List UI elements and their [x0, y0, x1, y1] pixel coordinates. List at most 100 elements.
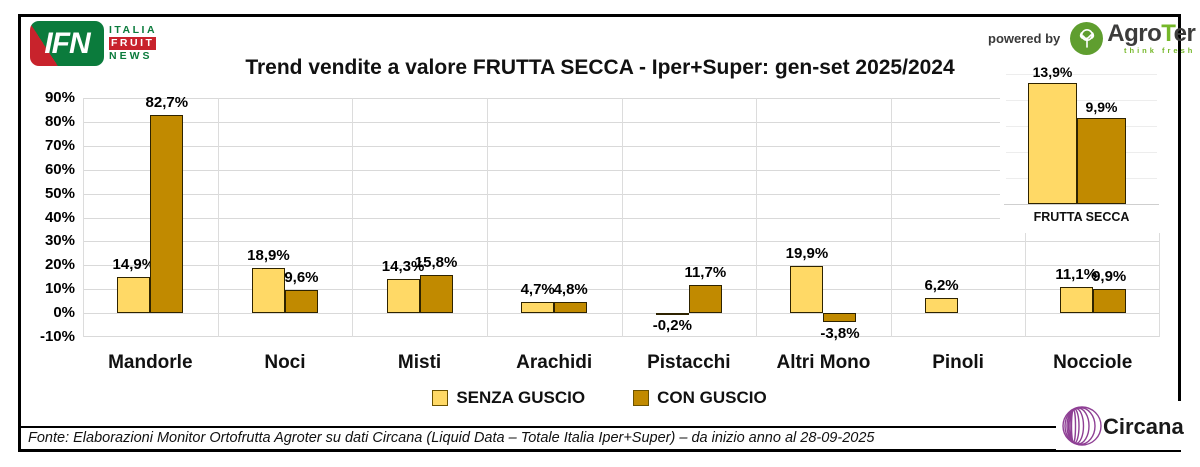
legend-label-senza-guscio: SENZA GUSCIO — [456, 388, 586, 407]
gridline-horizontal — [83, 241, 1160, 243]
bar-value-label: 11,1% — [1055, 265, 1098, 283]
inset-caption: FRUTTA SECCA — [1033, 210, 1130, 224]
circana-logo: Circana. — [1056, 401, 1184, 450]
ifn-line-italia: ITALIA — [109, 23, 158, 36]
gridline-horizontal — [83, 313, 1160, 315]
powered-by-block: powered by AgroTer think fresh — [988, 20, 1196, 56]
gridline-vertical — [83, 98, 84, 337]
gridline-horizontal — [83, 265, 1160, 267]
bar-con-guscio — [1092, 289, 1126, 314]
y-axis-tick-label: 30% — [44, 232, 75, 250]
ifn-logo: IFN ITALIA FRUIT NEWS — [30, 21, 157, 66]
powered-by-label: powered by — [988, 31, 1061, 46]
legend-item-con-guscio: CON GUSCIO — [633, 388, 767, 408]
inset-chart-frutta-secca: 13,9% 9,9% FRUTTA SECCA — [1000, 60, 1163, 233]
bar-con-guscio — [688, 285, 722, 314]
gridline-vertical — [352, 98, 353, 337]
bar-senza-guscio — [521, 301, 555, 314]
bar-senza-guscio — [655, 313, 689, 316]
bar-value-label: 9,9% — [1092, 268, 1127, 286]
category-label: Altri Mono — [776, 352, 871, 373]
ifn-wordmark: ITALIA FRUIT NEWS — [109, 23, 158, 62]
chart-title: Trend vendite a valore FRUTTA SECCA - Ip… — [245, 56, 955, 79]
gridline-horizontal — [83, 121, 1160, 123]
gridline-vertical — [218, 98, 219, 337]
circana-name: Circana — [1103, 414, 1184, 439]
category-label: Pistacchi — [647, 352, 731, 373]
inset-baseline — [1004, 204, 1159, 205]
gridline-vertical — [891, 98, 892, 337]
inset-bar-con-guscio — [1077, 117, 1126, 204]
bar-value-label: 14,9% — [112, 256, 156, 274]
legend-swatch-senza-guscio — [432, 390, 449, 406]
bar-value-label: 4,8% — [553, 280, 588, 298]
legend-swatch-con-guscio — [633, 390, 650, 406]
chart-legend: SENZA GUSCIO CON GUSCIO — [18, 388, 1181, 408]
bar-value-label: 9,6% — [284, 269, 319, 287]
bar-con-guscio — [419, 275, 453, 314]
bar-value-label: 15,8% — [414, 254, 458, 272]
bar-senza-guscio — [790, 265, 824, 314]
bar-con-guscio — [150, 115, 184, 314]
y-axis-tick-label: 0% — [53, 304, 75, 322]
inset-bar-value-label: 9,9% — [1085, 98, 1118, 115]
bar-value-label: 6,2% — [924, 277, 959, 295]
gridline-horizontal — [83, 336, 1160, 337]
gridline-horizontal — [83, 193, 1160, 195]
category-label: Nocciole — [1053, 352, 1133, 373]
bar-senza-guscio — [386, 278, 420, 314]
y-axis-tick-label: 90% — [44, 89, 75, 106]
ifn-line-news: NEWS — [109, 50, 153, 62]
gridline-horizontal — [83, 169, 1160, 171]
y-axis-tick-label: 80% — [44, 112, 75, 130]
agroter-logo: AgroTer think fresh — [1070, 20, 1196, 56]
agroter-wordmark: AgroTer think fresh — [1107, 20, 1196, 56]
category-label: Noci — [264, 352, 306, 373]
y-axis-tick-label: 10% — [44, 280, 75, 298]
inset-bar-value-label: 13,9% — [1032, 64, 1073, 81]
legend-item-senza-guscio: SENZA GUSCIO — [432, 388, 585, 408]
bar-value-label: -3,8% — [820, 325, 860, 343]
bar-value-label: 11,7% — [684, 264, 727, 282]
agroter-tree-icon — [1070, 22, 1104, 55]
gridline-vertical — [756, 98, 757, 337]
agroter-name: AgroTer — [1107, 20, 1196, 48]
gridline-vertical — [622, 98, 623, 337]
bar-senza-guscio — [925, 298, 959, 314]
category-label: Mandorle — [108, 352, 193, 373]
y-axis-tick-label: 20% — [44, 256, 75, 274]
ifn-line-fruit: FRUIT — [109, 36, 157, 50]
gridline-vertical — [487, 98, 488, 337]
bar-con-guscio — [554, 301, 588, 314]
bar-senza-guscio — [117, 277, 151, 314]
y-axis-tick-label: 60% — [44, 160, 75, 178]
y-axis-tick-label: 40% — [44, 208, 75, 226]
bar-value-label: 18,9% — [247, 246, 290, 264]
legend-label-con-guscio: CON GUSCIO — [657, 388, 767, 407]
category-label: Arachidi — [516, 352, 593, 373]
bar-value-label: 14,3% — [381, 257, 425, 275]
outer-frame — [18, 14, 1181, 452]
bar-value-label: 82,7% — [145, 94, 189, 112]
inset-bar-senza-guscio — [1028, 83, 1077, 204]
gridline-horizontal — [83, 98, 1160, 99]
footer-separator — [18, 426, 1181, 428]
y-axis-tick-label: 50% — [44, 184, 75, 202]
gridline-horizontal — [83, 289, 1160, 291]
ifn-acronym: IFN — [44, 26, 90, 60]
inset-gridline — [1006, 74, 1157, 75]
bar-con-guscio — [284, 290, 318, 314]
y-axis-tick-label: 70% — [44, 136, 75, 154]
agroter-tagline: think fresh — [1123, 46, 1196, 56]
svg-text:Circana.: Circana. — [1103, 414, 1184, 439]
bar-value-label: 19,9% — [785, 244, 829, 262]
bar-senza-guscio — [1059, 286, 1093, 314]
category-label: Misti — [397, 352, 442, 373]
bar-senza-guscio — [251, 267, 285, 314]
bar-con-guscio — [823, 313, 857, 323]
gridline-horizontal — [83, 145, 1160, 147]
gridline-horizontal — [83, 217, 1160, 219]
source-note: Fonte: Elaborazioni Monitor Ortofrutta A… — [28, 430, 875, 446]
